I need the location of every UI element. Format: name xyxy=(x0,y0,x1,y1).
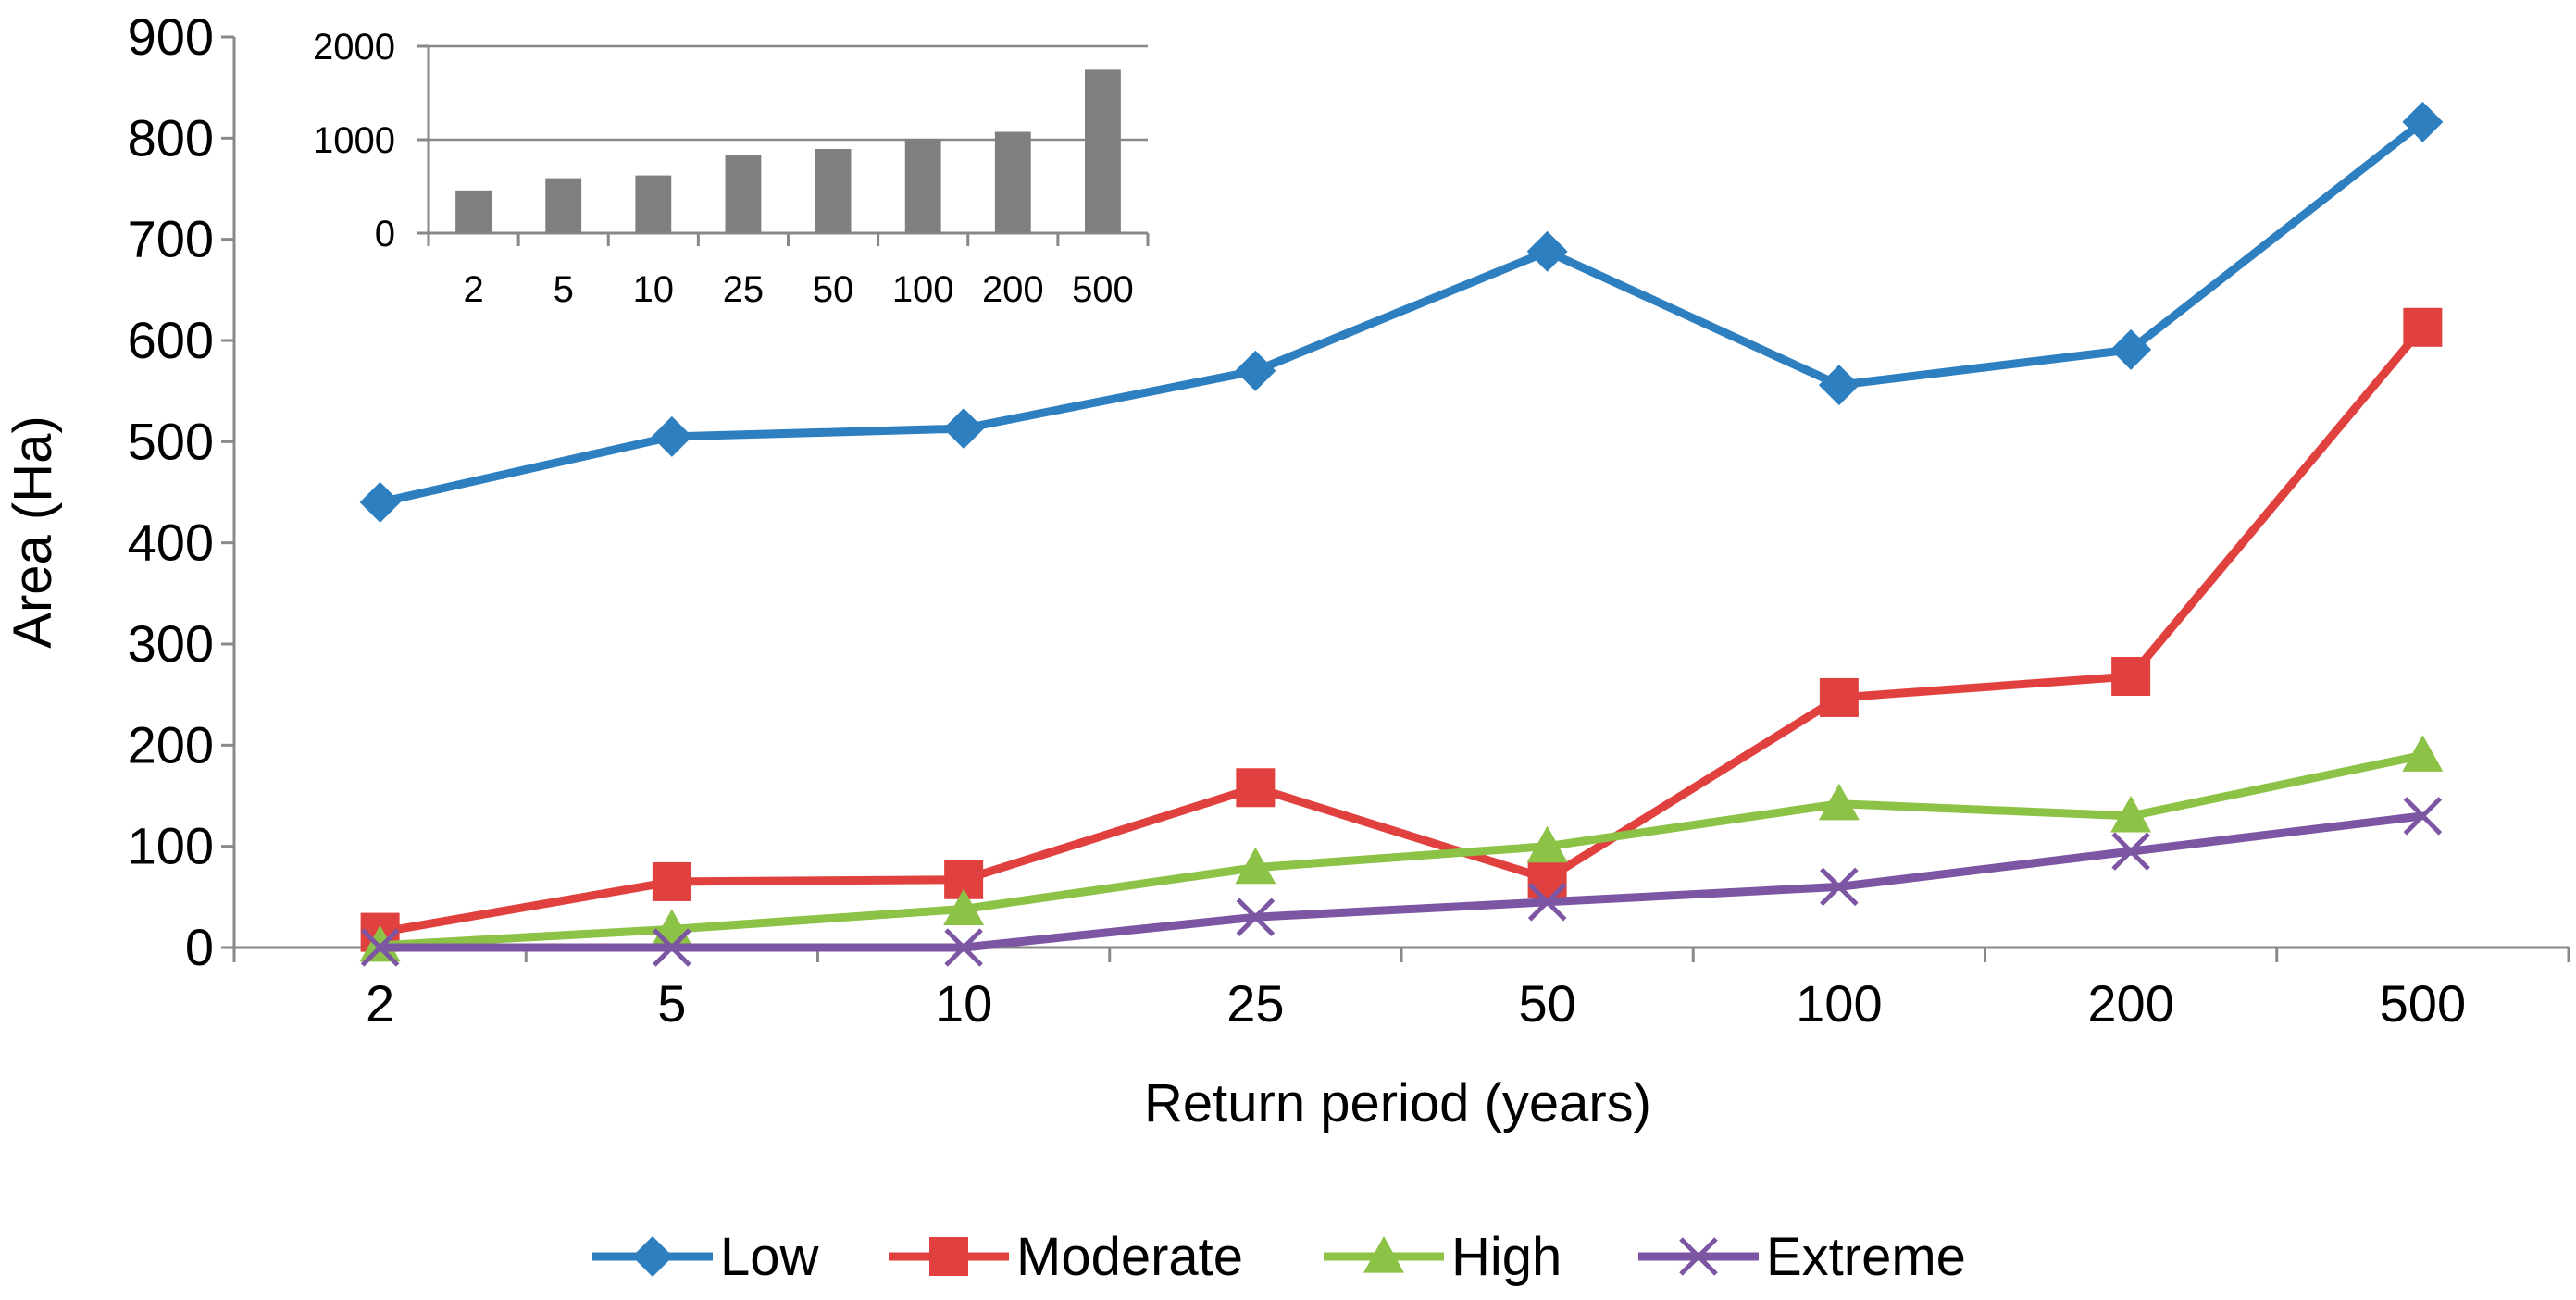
x-tick-label: 100 xyxy=(1796,974,1882,1033)
x-tick-label: 25 xyxy=(1226,974,1284,1033)
data-point-low xyxy=(359,481,401,523)
data-point-high xyxy=(1235,847,1276,885)
data-point-low xyxy=(1526,230,1568,272)
x-axis-title: Return period (years) xyxy=(1144,1073,1651,1133)
inset-x-tick-label: 500 xyxy=(1072,269,1134,310)
inset-x-tick-label: 10 xyxy=(633,269,675,310)
inset-x-tick-label: 100 xyxy=(892,269,954,310)
y-tick-label: 600 xyxy=(128,311,214,369)
legend-label: Extreme xyxy=(1766,1227,1966,1287)
y-tick-label: 500 xyxy=(128,412,214,470)
legend-label: Moderate xyxy=(1016,1227,1243,1287)
inset-x-tick-label: 200 xyxy=(982,269,1044,310)
data-point-high xyxy=(2110,795,2152,833)
data-point-extreme xyxy=(1236,898,1276,936)
inset-y-tick-label: 0 xyxy=(375,214,395,254)
data-point-moderate xyxy=(2403,307,2443,347)
legend-item-extreme: Extreme xyxy=(1638,1227,1966,1287)
y-tick-label: 0 xyxy=(185,918,214,976)
legend-label: High xyxy=(1451,1227,1562,1287)
data-point-moderate xyxy=(652,861,691,901)
x-tick-label: 200 xyxy=(2087,974,2173,1033)
x-tick-label: 500 xyxy=(2380,974,2466,1033)
legend-item-low: Low xyxy=(592,1227,820,1287)
data-point-high xyxy=(1526,825,1568,863)
data-point-low xyxy=(2110,328,2152,370)
inset-bar xyxy=(904,139,941,233)
inset-x-tick-label: 2 xyxy=(463,269,483,310)
inset-bar xyxy=(545,178,582,233)
series-moderate xyxy=(360,307,2443,952)
series-low xyxy=(359,101,2444,523)
y-axis-title: Area (Ha) xyxy=(3,415,63,648)
legend-marker-moderate xyxy=(929,1237,968,1276)
inset-bar xyxy=(815,148,852,233)
data-point-extreme xyxy=(2403,797,2443,836)
series-line-low xyxy=(379,118,2426,507)
x-tick-label: 10 xyxy=(935,974,992,1033)
data-point-extreme xyxy=(2111,832,2150,871)
legend: Low Moderate High Extreme xyxy=(592,1227,1966,1287)
inset-bar xyxy=(725,155,762,233)
data-point-moderate xyxy=(1819,677,1859,717)
y-tick-label: 800 xyxy=(128,108,214,167)
y-tick-label: 100 xyxy=(128,817,214,875)
data-point-low xyxy=(943,408,985,450)
data-point-low xyxy=(2402,101,2444,142)
inset-bar xyxy=(1085,69,1121,233)
legend-marker-high xyxy=(1363,1236,1404,1273)
legend-label: Low xyxy=(720,1227,820,1287)
legend-item-moderate: Moderate xyxy=(889,1227,1243,1287)
data-point-low xyxy=(651,415,692,457)
y-tick-label: 900 xyxy=(128,7,214,66)
data-point-low xyxy=(1818,365,1860,406)
x-tick-label: 5 xyxy=(657,974,686,1033)
data-point-extreme xyxy=(1527,883,1567,922)
y-tick-label: 700 xyxy=(128,210,214,268)
y-tick-label: 400 xyxy=(128,514,214,572)
x-tick-label: 50 xyxy=(1518,974,1575,1033)
x-tick-label: 2 xyxy=(366,974,394,1033)
data-point-extreme xyxy=(944,928,983,967)
series-line-extreme xyxy=(380,811,2423,952)
series-extreme xyxy=(360,797,2443,967)
inset-x-tick-label: 5 xyxy=(554,269,574,310)
legend-item-high: High xyxy=(1324,1227,1562,1287)
data-point-moderate xyxy=(2111,656,2151,696)
inset-x-tick-label: 50 xyxy=(813,269,854,310)
data-point-moderate xyxy=(1236,768,1276,808)
data-point-high xyxy=(2402,735,2444,772)
data-point-low xyxy=(1235,350,1276,391)
inset-x-tick-label: 25 xyxy=(723,269,765,310)
legend-marker-extreme xyxy=(1679,1237,1718,1276)
data-point-moderate xyxy=(1527,859,1567,898)
data-point-extreme xyxy=(653,928,691,967)
data-point-high xyxy=(943,888,985,926)
inset-bar xyxy=(455,190,492,233)
data-point-extreme xyxy=(360,928,400,967)
data-point-high xyxy=(1818,783,1860,821)
data-point-extreme xyxy=(1820,867,1859,907)
series-line-moderate xyxy=(379,324,2426,937)
inset-bar xyxy=(994,131,1031,233)
inset-bar xyxy=(635,175,672,233)
legend-marker-low xyxy=(632,1236,673,1277)
inset-y-tick-label: 2000 xyxy=(313,27,395,68)
series-line-high xyxy=(380,750,2424,950)
inset-y-tick-label: 1000 xyxy=(313,120,395,161)
y-tick-label: 200 xyxy=(128,715,214,774)
y-tick-label: 300 xyxy=(128,614,214,673)
